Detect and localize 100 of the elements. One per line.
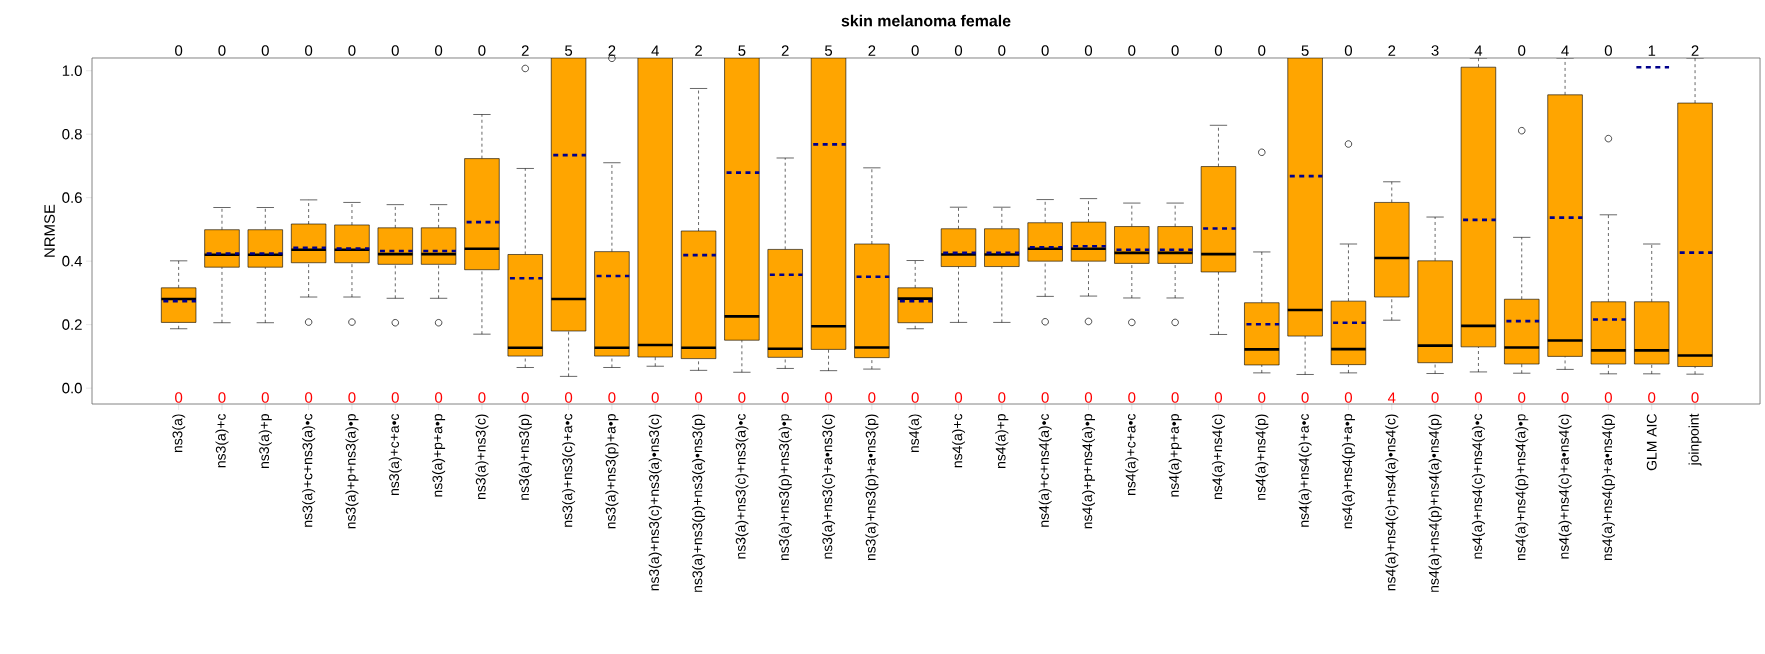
text: 0 — [1604, 45, 1612, 56]
x-tick-label: ns4(a)+c — [952, 413, 966, 468]
annotation: 0 — [738, 392, 746, 403]
x-tick-label: ns3(a)+p+ns3(a)•p — [345, 414, 359, 529]
annotation: 0 — [1258, 392, 1266, 403]
x-tick-label: ns3(a)+ns3(c)+a•ns3(c) — [822, 414, 836, 559]
x-tick-label: ns3(a)+p — [258, 414, 272, 469]
annotation: 0 — [781, 392, 789, 403]
x-tick-label: ns3(a)+ns3(c)+a•c — [562, 413, 576, 527]
x-tick-label: ns3(a)+ns3(p) — [518, 414, 532, 500]
text: 2 — [1691, 45, 1699, 56]
y-tick-label: 0.4 — [62, 255, 83, 267]
y-axis-title: NRMSE — [44, 204, 55, 257]
text: 0 — [305, 45, 313, 56]
annotation: 0 — [1431, 392, 1439, 403]
annotation: 0 — [521, 392, 529, 403]
text: 0 — [1171, 45, 1179, 56]
annotation: 0 — [998, 392, 1006, 403]
x-tick-label: ns4(a)+ns4(p)+a•p — [1341, 414, 1355, 529]
text: 3 — [1431, 45, 1439, 56]
text: 2 — [1388, 45, 1396, 56]
x-tick-label: ns4(a)+ns4(p)+a•ns4(p) — [1601, 414, 1615, 561]
text: 2 — [695, 45, 702, 56]
x-tick-label: ns4(a)+ns4(c) — [1211, 414, 1225, 500]
x-tick-label: ns4(a)+p+a•p — [1168, 414, 1182, 497]
x-tick-label: ns3(a)+ns3(c)+ns3(a)•ns3(c) — [648, 414, 662, 591]
x-tick-label: GLM AIC — [1646, 414, 1657, 471]
x-tick-label: ns4(a)+ns4(p)+ns4(a)•p — [1515, 414, 1529, 561]
annotation: 0 — [478, 392, 486, 403]
annotation: 0 — [261, 392, 269, 403]
annotation: 0 — [175, 392, 183, 403]
x-tick-label: ns4(a)+c+ns4(a)•c — [1038, 413, 1052, 527]
annotation: 4 — [1387, 392, 1396, 403]
x-tick-label: ns4(a)+ns4(c)+ns4(a)•c — [1471, 413, 1485, 559]
x-tick-label: ns3(a)+ns3(p)+a•p — [605, 414, 619, 529]
text: 0 — [998, 45, 1006, 56]
text: 2 — [781, 45, 789, 56]
x-tick-label: ns4(a)+p+ns4(a)•p — [1081, 414, 1095, 529]
x-tick-label: ns4(a)+ns4(c)+ns4(a)•ns4(c) — [1385, 414, 1399, 591]
annotation: 0 — [1648, 392, 1656, 403]
x-tick-label: ns3(a)+ns3(p)+ns3(a)•p — [778, 414, 792, 561]
annotation: 0 — [565, 392, 573, 403]
annotation: 0 — [911, 392, 919, 403]
annotation: 0 — [824, 392, 833, 403]
text: 2 — [521, 45, 529, 56]
x-tick-label: ns4(a)+ns4(p) — [1255, 414, 1269, 500]
x-tick-label: ns3(a) — [172, 414, 186, 453]
text: 0 — [1518, 45, 1526, 56]
y-tick-label: 0.8 — [62, 128, 82, 140]
text: 0 — [1344, 45, 1353, 56]
annotation: 0 — [1344, 392, 1353, 403]
text: 4 — [1561, 45, 1569, 56]
annotation: 0 — [1691, 392, 1699, 403]
x-tick-label: ns4(a)+p — [995, 414, 1009, 469]
x-tick-label: ns4(a)+ns4(p)+ns4(a)•ns4(p) — [1428, 414, 1442, 592]
text: 2 — [868, 45, 876, 56]
y-tick-label: 1.0 — [62, 65, 82, 76]
x-tick-label: ns3(a)+c — [215, 413, 229, 468]
annotation: 0 — [1518, 392, 1526, 403]
text: 0 — [954, 45, 963, 56]
text: 1 — [1648, 45, 1656, 56]
y-tick-label: 0.0 — [62, 382, 82, 394]
annotation: 0 — [608, 392, 616, 403]
text: 0 — [435, 45, 443, 56]
annotation: 0 — [218, 392, 226, 403]
annotation: 0 — [1604, 392, 1612, 403]
text: 0 — [1128, 45, 1136, 56]
y-tick-label: 0.2 — [62, 319, 82, 330]
text: 2 — [608, 45, 616, 56]
text: 5 — [1301, 45, 1309, 56]
text: 0 — [175, 45, 183, 56]
annotation: 0 — [305, 392, 313, 403]
text: 0 — [348, 45, 356, 56]
x-tick-label: ns3(a)+ns3(c) — [475, 414, 489, 500]
text: 5 — [565, 45, 573, 56]
annotation: 0 — [1301, 392, 1309, 403]
x-tick-label: ns3(a)+ns3(p)+ns3(a)•ns3(p) — [692, 414, 706, 592]
text: 0 — [911, 45, 919, 56]
text: 0 — [1214, 45, 1223, 56]
text: 0 — [261, 45, 269, 56]
annotation: 0 — [651, 392, 659, 403]
annotation: 0 — [954, 392, 963, 403]
annotation: 0 — [1561, 392, 1569, 403]
x-tick-label: ns4(a) — [908, 414, 922, 453]
x-tick-label: ns4(a)+ns4(c)+a•ns4(c) — [1558, 414, 1572, 559]
annotation: 0 — [435, 392, 443, 403]
text: 0 — [1041, 45, 1049, 56]
annotation: 0 — [1084, 392, 1093, 403]
annotation: 0 — [348, 392, 356, 403]
x-tick-label: ns3(a)+c+a•c — [388, 413, 402, 496]
x-tick-label: ns4(a)+ns4(c)+a•c — [1298, 413, 1312, 527]
annotation: 0 — [1128, 392, 1136, 403]
text: 4 — [1474, 45, 1483, 56]
text: 5 — [738, 45, 746, 56]
text: 5 — [824, 45, 833, 56]
x-tick-label: joinpoint — [1688, 413, 1702, 466]
annotation: 0 — [1171, 392, 1179, 403]
annotation: 0 — [1474, 392, 1482, 403]
annotation: 0 — [694, 392, 703, 403]
x-tick-label: ns3(a)+ns3(c)+ns3(a)•c — [735, 413, 749, 559]
